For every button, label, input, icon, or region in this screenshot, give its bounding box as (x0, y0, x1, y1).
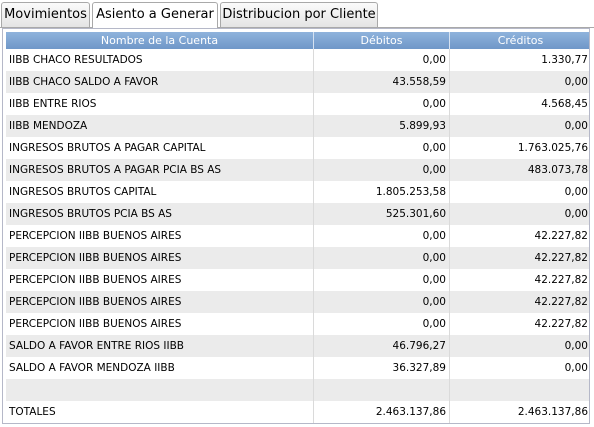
tab-movimientos[interactable]: Movimientos (1, 2, 90, 27)
cell-creditos: 42.227,82 (534, 230, 588, 242)
cell-debitos (314, 379, 450, 401)
table-row[interactable]: PERCEPCION IIBB BUENOS AIRES 0,00 42.227,8… (6, 247, 589, 269)
cell-cuenta: IIBB ENTRE RIOS (6, 93, 314, 115)
table-row[interactable]: INGRESOS BRUTOS A PAGAR PCIA BS AS 0,00 48… (6, 159, 589, 181)
cell-debitos: 2.463.137,86 (314, 401, 450, 423)
table-row[interactable]: IIBB MENDOZA 5.899,93 0,00 (6, 115, 589, 137)
cell-debitos: 0,00 (314, 137, 450, 159)
cell-creditos: 2.463.137,86 (517, 406, 588, 418)
cell-creditos: 0,00 (564, 120, 588, 132)
cell-cuenta: PERCEPCION IIBB BUENOS AIRES (6, 247, 314, 269)
table-row[interactable]: IIBB ENTRE RIOS 0,00 4.568,45 (6, 93, 589, 115)
cell-creditos: 0,00 (564, 208, 588, 220)
cell-debitos: 0,00 (314, 269, 450, 291)
column-header-debitos[interactable]: Débitos (314, 32, 450, 49)
cell-debitos: 0,00 (314, 247, 450, 269)
table-row[interactable]: IIBB CHACO SALDO A FAVOR 43.558,59 0,00 (6, 71, 589, 93)
table-row[interactable]: SALDO A FAVOR ENTRE RIOS IIBB 46.796,27 0,… (6, 335, 589, 357)
cell-cuenta: PERCEPCION IIBB BUENOS AIRES (6, 269, 314, 291)
cell-creditos: 42.227,82 (534, 318, 588, 330)
column-header-creditos[interactable]: Créditos (497, 34, 544, 47)
cell-debitos: 0,00 (314, 291, 450, 313)
tab-distribucion-por-cliente[interactable]: Distribucion por Cliente (220, 2, 378, 27)
cell-cuenta: TOTALES (6, 401, 314, 423)
cell-debitos: 5.899,93 (314, 115, 450, 137)
table-row[interactable] (6, 379, 589, 401)
cell-cuenta: IIBB CHACO RESULTADOS (6, 49, 314, 71)
cell-debitos: 46.796,27 (314, 335, 450, 357)
cell-cuenta: PERCEPCION IIBB BUENOS AIRES (6, 291, 314, 313)
cell-cuenta: IIBB MENDOZA (6, 115, 314, 137)
table-row[interactable]: INGRESOS BRUTOS A PAGAR CAPITAL 0,00 1.763… (6, 137, 589, 159)
cell-debitos: 525.301,60 (314, 203, 450, 225)
cell-debitos: 0,00 (314, 93, 450, 115)
table-row[interactable]: IIBB CHACO RESULTADOS 0,00 1.330,77 (6, 49, 589, 71)
cell-cuenta: PERCEPCION IIBB BUENOS AIRES (6, 313, 314, 335)
grid-header: Nombre de la Cuenta Débitos Créditos (6, 32, 589, 49)
cell-creditos: 4.568,45 (541, 98, 588, 110)
cell-creditos: 42.227,82 (534, 274, 588, 286)
cell-cuenta: INGRESOS BRUTOS CAPITAL (6, 181, 314, 203)
table-row[interactable]: PERCEPCION IIBB BUENOS AIRES 0,00 42.227,8… (6, 291, 589, 313)
tab-asiento-a-generar[interactable]: Asiento a Generar (92, 2, 218, 28)
cell-cuenta: INGRESOS BRUTOS PCIA BS AS (6, 203, 314, 225)
table-row[interactable]: INGRESOS BRUTOS PCIA BS AS 525.301,60 0,00 (6, 203, 589, 225)
cell-debitos: 36.327,89 (314, 357, 450, 379)
cell-creditos: 0,00 (564, 76, 588, 88)
cell-cuenta: IIBB CHACO SALDO A FAVOR (6, 71, 314, 93)
table-row[interactable]: PERCEPCION IIBB BUENOS AIRES 0,00 42.227,8… (6, 269, 589, 291)
cell-creditos: 42.227,82 (534, 296, 588, 308)
table-row[interactable]: PERCEPCION IIBB BUENOS AIRES 0,00 42.227,8… (6, 313, 589, 335)
grid-body: Nombre de la Cuenta Débitos Créditos IIB… (6, 32, 589, 423)
cell-cuenta: PERCEPCION IIBB BUENOS AIRES (6, 225, 314, 247)
column-header-cuenta[interactable]: Nombre de la Cuenta (6, 32, 314, 49)
table-row[interactable]: SALDO A FAVOR MENDOZA IIBB 36.327,89 0,00 (6, 357, 589, 379)
cell-creditos: 42.227,82 (534, 252, 588, 264)
tab-bar: Movimientos Asiento a Generar Distribuci… (0, 0, 594, 28)
cell-creditos: 483.073,78 (527, 164, 588, 176)
cell-creditos: 1.330,77 (541, 54, 588, 66)
cell-debitos: 0,00 (314, 313, 450, 335)
cell-cuenta: INGRESOS BRUTOS A PAGAR CAPITAL (6, 137, 314, 159)
cell-creditos (450, 379, 589, 401)
cell-creditos: 0,00 (564, 340, 588, 352)
cell-cuenta: INGRESOS BRUTOS A PAGAR PCIA BS AS (6, 159, 314, 181)
cell-debitos: 0,00 (314, 49, 450, 71)
table-row[interactable]: PERCEPCION IIBB BUENOS AIRES 0,00 42.227,8… (6, 225, 589, 247)
table-row[interactable]: TOTALES 2.463.137,86 2.463.137,86 (6, 401, 589, 423)
accounts-grid: Nombre de la Cuenta Débitos Créditos IIB… (2, 28, 590, 424)
cell-debitos: 1.805.253,58 (314, 181, 450, 203)
cell-creditos: 0,00 (564, 186, 588, 198)
cell-debitos: 0,00 (314, 225, 450, 247)
cell-cuenta: SALDO A FAVOR ENTRE RIOS IIBB (6, 335, 314, 357)
cell-debitos: 43.558,59 (314, 71, 450, 93)
cell-cuenta (6, 379, 314, 401)
cell-creditos: 0,00 (564, 362, 588, 374)
cell-cuenta: SALDO A FAVOR MENDOZA IIBB (6, 357, 314, 379)
table-row[interactable]: INGRESOS BRUTOS CAPITAL 1.805.253,58 0,00 (6, 181, 589, 203)
grid-rows: IIBB CHACO RESULTADOS 0,00 1.330,77 IIBB CH… (6, 49, 589, 423)
tab-bar-divider (0, 27, 594, 28)
cell-debitos: 0,00 (314, 159, 450, 181)
cell-creditos: 1.763.025,76 (517, 142, 588, 154)
